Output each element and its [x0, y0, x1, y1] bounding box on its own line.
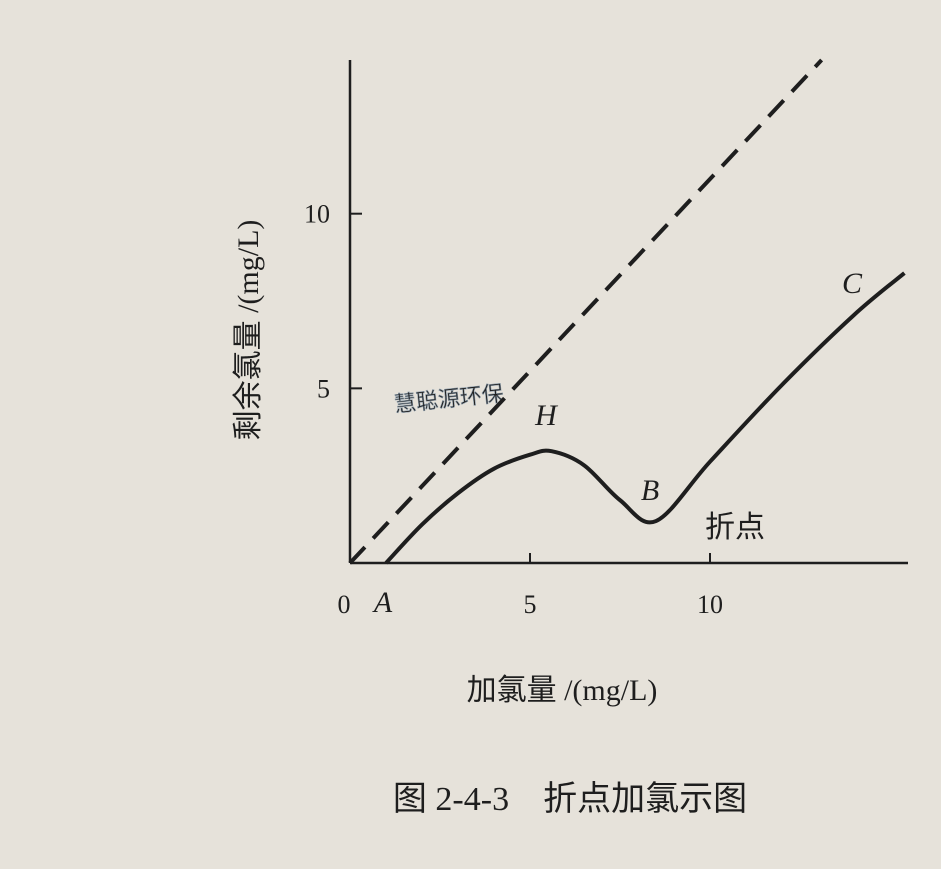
x-tick-label: 10	[697, 590, 723, 619]
line-series	[348, 58, 824, 565]
x-tick-label: 5	[524, 590, 537, 619]
y-tick-label: 5	[317, 374, 330, 403]
annotation: B	[641, 474, 659, 507]
x-tick-label: 0	[338, 590, 351, 619]
y-axis-label: 剩余氯量 /(mg/L)	[232, 220, 265, 441]
caption: 图 2-4-3 折点加氯示图	[393, 780, 747, 818]
annotation: H	[534, 399, 559, 432]
annotation: A	[372, 586, 393, 619]
y-tick-label: 10	[304, 200, 330, 229]
x-axis-label: 加氯量 /(mg/L)	[467, 674, 658, 707]
line-series	[384, 271, 906, 565]
annotation: C	[842, 267, 863, 300]
annotation: 折点	[705, 511, 765, 544]
